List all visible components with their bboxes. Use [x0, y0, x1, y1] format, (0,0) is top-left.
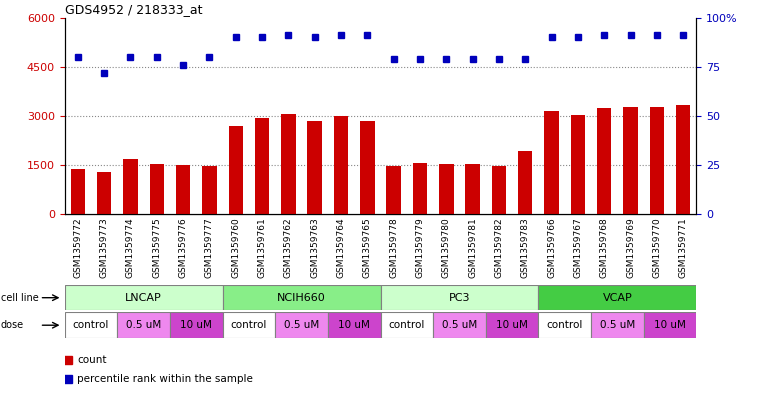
Bar: [650, 107, 664, 214]
Text: dose: dose: [1, 320, 24, 330]
Text: 10 uM: 10 uM: [338, 320, 370, 330]
Bar: [228, 126, 243, 214]
Bar: [380, 285, 539, 310]
Text: GSM1359771: GSM1359771: [679, 218, 688, 278]
Bar: [328, 312, 380, 338]
Text: GSM1359769: GSM1359769: [626, 218, 635, 278]
Text: GSM1359774: GSM1359774: [126, 218, 135, 278]
Bar: [255, 118, 269, 214]
Bar: [597, 108, 611, 214]
Bar: [387, 166, 401, 214]
Bar: [676, 105, 690, 214]
Text: GSM1359778: GSM1359778: [389, 218, 398, 278]
Text: GSM1359766: GSM1359766: [547, 218, 556, 278]
Bar: [412, 163, 427, 214]
Bar: [334, 116, 349, 214]
Bar: [644, 312, 696, 338]
Text: VCAP: VCAP: [603, 293, 632, 303]
Bar: [360, 121, 374, 214]
Text: GSM1359780: GSM1359780: [442, 218, 451, 278]
Bar: [544, 111, 559, 214]
Text: LNCAP: LNCAP: [126, 293, 162, 303]
Bar: [492, 166, 506, 214]
Text: 0.5 uM: 0.5 uM: [442, 320, 477, 330]
Text: GSM1359765: GSM1359765: [363, 218, 372, 278]
Text: percentile rank within the sample: percentile rank within the sample: [78, 374, 253, 384]
Text: GSM1359763: GSM1359763: [310, 218, 319, 278]
Text: 0.5 uM: 0.5 uM: [600, 320, 635, 330]
Text: 10 uM: 10 uM: [496, 320, 528, 330]
Bar: [117, 312, 170, 338]
Text: NCIH660: NCIH660: [277, 293, 326, 303]
Bar: [223, 285, 380, 310]
Bar: [170, 312, 223, 338]
Text: GSM1359776: GSM1359776: [179, 218, 188, 278]
Text: GSM1359768: GSM1359768: [600, 218, 609, 278]
Text: GSM1359782: GSM1359782: [495, 218, 504, 278]
Text: control: control: [546, 320, 583, 330]
Text: count: count: [78, 354, 107, 365]
Text: GSM1359779: GSM1359779: [416, 218, 425, 278]
Bar: [223, 312, 275, 338]
Bar: [439, 164, 454, 214]
Text: GSM1359777: GSM1359777: [205, 218, 214, 278]
Text: control: control: [73, 320, 109, 330]
Text: control: control: [231, 320, 267, 330]
Text: 0.5 uM: 0.5 uM: [126, 320, 161, 330]
Text: GDS4952 / 218333_at: GDS4952 / 218333_at: [65, 4, 202, 17]
Bar: [281, 114, 295, 214]
Bar: [65, 312, 117, 338]
Text: control: control: [389, 320, 425, 330]
Text: GSM1359760: GSM1359760: [231, 218, 240, 278]
Text: PC3: PC3: [449, 293, 470, 303]
Text: GSM1359764: GSM1359764: [336, 218, 345, 278]
Text: GSM1359767: GSM1359767: [573, 218, 582, 278]
Bar: [380, 312, 433, 338]
Bar: [97, 172, 111, 214]
Text: 10 uM: 10 uM: [180, 320, 212, 330]
Text: GSM1359762: GSM1359762: [284, 218, 293, 278]
Text: cell line: cell line: [1, 293, 39, 303]
Text: GSM1359770: GSM1359770: [652, 218, 661, 278]
Bar: [571, 115, 585, 214]
Bar: [71, 169, 85, 214]
Bar: [275, 312, 328, 338]
Text: GSM1359783: GSM1359783: [521, 218, 530, 278]
Text: 0.5 uM: 0.5 uM: [284, 320, 319, 330]
Bar: [518, 151, 533, 214]
Text: GSM1359772: GSM1359772: [73, 218, 82, 278]
Bar: [123, 158, 138, 214]
Bar: [202, 166, 217, 214]
Text: GSM1359761: GSM1359761: [257, 218, 266, 278]
Text: GSM1359773: GSM1359773: [100, 218, 109, 278]
Bar: [623, 107, 638, 214]
Bar: [466, 164, 480, 214]
Text: 10 uM: 10 uM: [654, 320, 686, 330]
Bar: [150, 164, 164, 214]
Bar: [486, 312, 539, 338]
Bar: [65, 285, 223, 310]
Bar: [539, 285, 696, 310]
Bar: [307, 121, 322, 214]
Text: GSM1359775: GSM1359775: [152, 218, 161, 278]
Bar: [433, 312, 486, 338]
Bar: [591, 312, 644, 338]
Bar: [539, 312, 591, 338]
Bar: [176, 165, 190, 214]
Text: GSM1359781: GSM1359781: [468, 218, 477, 278]
